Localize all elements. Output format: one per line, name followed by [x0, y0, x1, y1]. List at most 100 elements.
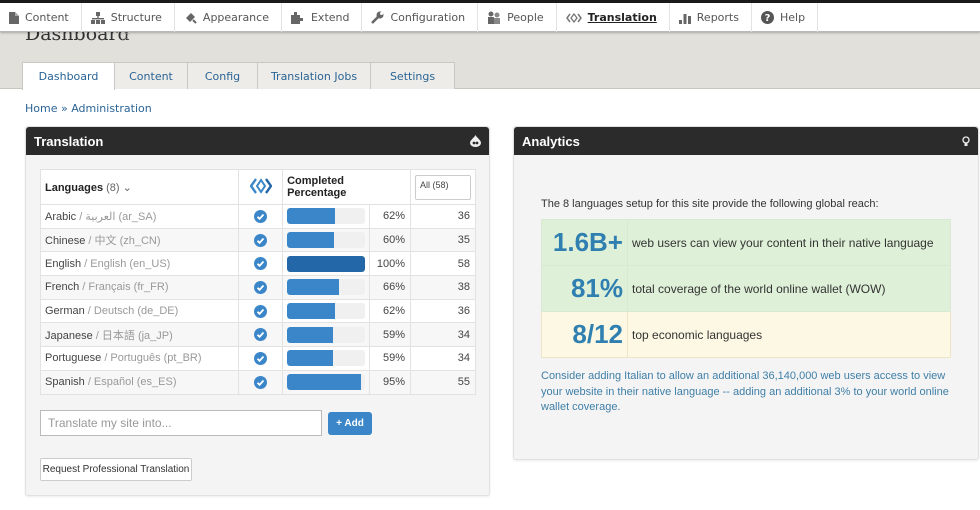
- string-count-cell: 55: [409, 369, 477, 395]
- tab-config[interactable]: Config: [187, 62, 258, 89]
- language-name-cell[interactable]: Spanish / Español (es_ES): [39, 369, 240, 395]
- toolbar-item-label: Extend: [310, 11, 350, 24]
- toolbar-item-label: People: [507, 11, 544, 24]
- table-row: English / English (en_US) 100% 58: [39, 251, 477, 277]
- percentage-cell: 60%: [369, 227, 411, 253]
- check-circle-icon: [254, 351, 268, 365]
- language-name-cell[interactable]: German / Deutsch (de_DE): [39, 298, 240, 324]
- progress-cell: [282, 346, 371, 371]
- toolbar-item-label: Structure: [110, 11, 162, 24]
- people-icon: [487, 11, 507, 24]
- progress-bar-fill: [287, 255, 366, 272]
- admin-toolbar: Content Structure Appearance Extend Configur…: [0, 3, 980, 32]
- toolbar-item-help[interactable]: ? Help: [752, 3, 819, 32]
- filter-select[interactable]: All (58): [414, 174, 471, 200]
- percentage-cell: 95%: [369, 369, 411, 395]
- table-row: Arabic / العربية (ar_SA) 62% 36: [39, 204, 477, 229]
- add-language-button[interactable]: + Add: [328, 412, 372, 435]
- progress-cell: [282, 275, 371, 300]
- progress-bar-fill: [287, 208, 336, 225]
- toolbar-item-extend[interactable]: Extend: [282, 3, 363, 32]
- toolbar-item-structure[interactable]: Structure: [82, 3, 175, 32]
- translation-panel: Translation Languages (8) ⌄ Completed Pe…: [25, 126, 490, 496]
- breadcrumb[interactable]: Home » Administration: [25, 102, 152, 115]
- star-icon[interactable]: ☆: [119, 28, 132, 44]
- bar-chart-icon: [678, 12, 697, 24]
- tab-dashboard[interactable]: Dashboard: [22, 62, 115, 90]
- puzzle-icon: [290, 11, 311, 24]
- enabled-cell: [238, 346, 284, 371]
- tab-translation-jobs[interactable]: Translation Jobs: [257, 62, 371, 89]
- toolbar-item-label: Help: [779, 11, 806, 24]
- primary-tabs: Dashboard Content Config Translation Jobs Se…: [22, 62, 455, 90]
- string-count-cell: 34: [409, 322, 477, 348]
- enabled-cell: [238, 227, 284, 253]
- languages-header[interactable]: Languages (8) ⌄: [39, 169, 240, 205]
- language-name-cell[interactable]: English / English (en_US): [39, 251, 240, 277]
- toolbar-item-reports[interactable]: Reports: [670, 3, 752, 32]
- translation-icon: [565, 12, 588, 23]
- drupal-drop-icon: [470, 135, 481, 147]
- enabled-cell: [238, 251, 284, 277]
- progress-bar-fill: [287, 374, 362, 391]
- progress-cell: [282, 369, 371, 395]
- language-name-cell[interactable]: Arabic / العربية (ar_SA): [39, 204, 240, 229]
- tab-content[interactable]: Content: [114, 62, 188, 89]
- table-row: Chinese / 中文 (zh_CN) 60% 35: [39, 227, 477, 253]
- progress-cell: [282, 227, 371, 253]
- translate-site-input[interactable]: Translate my site into...: [40, 410, 322, 436]
- analytics-intro: The 8 languages setup for this site prov…: [541, 198, 879, 210]
- stat-row: 1.6B+ web users can view your content in …: [541, 219, 951, 266]
- tab-settings[interactable]: Settings: [370, 62, 455, 89]
- translation-panel-header: Translation: [26, 127, 489, 155]
- translation-logo-header: [238, 169, 284, 205]
- paintbrush-icon: [184, 11, 203, 24]
- progress-bar: [287, 208, 366, 225]
- table-row: German / Deutsch (de_DE) 62% 36: [39, 298, 477, 324]
- string-count-cell: 34: [409, 346, 477, 371]
- progress-cell: [282, 251, 371, 277]
- stat-value: 1.6B+: [541, 219, 628, 266]
- language-name-cell[interactable]: Portuguese / Português (pt_BR): [39, 346, 240, 371]
- table-header-row: Languages (8) ⌄ Completed Percentage All…: [39, 169, 477, 205]
- toolbar-item-appearance[interactable]: Appearance: [175, 3, 282, 32]
- toolbar-item-content[interactable]: Content: [0, 3, 82, 32]
- enabled-cell: [238, 298, 284, 324]
- wrench-icon: [371, 11, 390, 24]
- language-name-cell[interactable]: Japanese / 日本語 (ja_JP): [39, 322, 240, 348]
- language-name-cell[interactable]: French / Français (fr_FR): [39, 275, 240, 300]
- filter-header: All (58): [409, 169, 477, 205]
- table-row: Portuguese / Português (pt_BR) 59% 34: [39, 346, 477, 371]
- check-circle-icon: [254, 257, 268, 271]
- stat-description: web users can view your content in their…: [627, 219, 951, 266]
- progress-bar-fill: [287, 350, 334, 367]
- sitemap-icon: [90, 11, 111, 24]
- string-count-cell: 36: [409, 204, 477, 229]
- languages-table: Languages (8) ⌄ Completed Percentage All…: [39, 169, 477, 395]
- stat-row: 8/12 top economic languages: [541, 311, 951, 358]
- svg-text:?: ?: [765, 13, 771, 24]
- enabled-cell: [238, 322, 284, 348]
- table-row: Japanese / 日本語 (ja_JP) 59% 34: [39, 322, 477, 348]
- toolbar-item-translation[interactable]: Translation: [557, 3, 670, 32]
- language-name-cell[interactable]: Chinese / 中文 (zh_CN): [39, 227, 240, 253]
- progress-bar: [287, 374, 366, 391]
- progress-cell: [282, 204, 371, 229]
- check-circle-icon: [254, 304, 268, 318]
- progress-bar: [287, 326, 366, 343]
- translation-panel-title: Translation: [34, 133, 104, 149]
- toolbar-item-people[interactable]: People: [478, 3, 557, 32]
- request-professional-translation-button[interactable]: Request Professional Translation: [40, 458, 192, 481]
- progress-cell: [282, 298, 371, 324]
- enabled-cell: [238, 204, 284, 229]
- translation-logo-icon: [249, 177, 273, 194]
- file-icon: [9, 11, 25, 24]
- string-count-cell: 36: [409, 298, 477, 324]
- string-count-cell: 35: [409, 227, 477, 253]
- check-circle-icon: [254, 328, 268, 342]
- table-row: Spanish / Español (es_ES) 95% 55: [39, 369, 477, 395]
- page-header: Dashboard ☆ Dashboard Content Config Transl…: [0, 23, 980, 90]
- progress-bar: [287, 279, 366, 296]
- toolbar-item-configuration[interactable]: Configuration: [362, 3, 479, 32]
- toolbar-item-label: Content: [25, 11, 69, 24]
